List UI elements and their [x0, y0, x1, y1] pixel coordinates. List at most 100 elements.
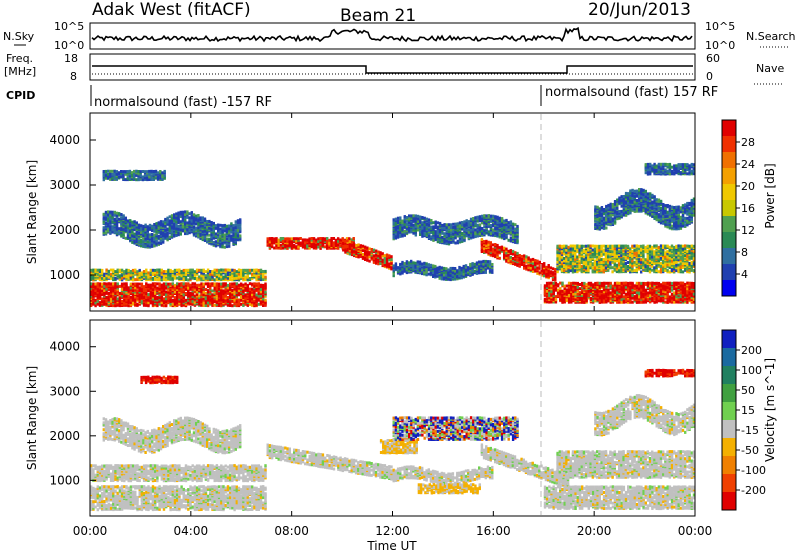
power-cell: [480, 238, 484, 242]
power-cell: [181, 224, 185, 228]
power-cell: [124, 216, 127, 220]
power-cell: [346, 245, 349, 248]
power-cell: [629, 285, 632, 289]
power-cell: [509, 258, 512, 262]
power-cell: [491, 265, 494, 269]
power-cell: [140, 240, 143, 244]
nsearch-tick-top: 10^5: [705, 20, 735, 33]
power-cell: [337, 237, 340, 241]
power-cell: [105, 276, 108, 280]
power-cell: [255, 298, 258, 302]
power-cell: [126, 229, 130, 232]
power-cell: [624, 292, 628, 296]
power-cell: [624, 287, 628, 291]
power-cell: [478, 271, 481, 275]
power-cell: [558, 258, 561, 262]
power-cell: [613, 292, 617, 296]
power-cell: [567, 245, 570, 249]
power-cell: [368, 251, 371, 255]
power-cell: [605, 281, 608, 285]
power-cell: [101, 271, 104, 275]
power-cell: [489, 226, 493, 230]
freq-tick-top: 18: [64, 52, 78, 65]
power-cell: [184, 229, 187, 233]
power-cell: [113, 213, 116, 217]
power-cell: [460, 266, 463, 270]
power-cell: [213, 271, 216, 275]
power-cell: [220, 268, 223, 272]
power-cell: [545, 267, 548, 271]
power-cell: [549, 266, 553, 270]
power-cell: [206, 297, 210, 301]
power-cell: [165, 297, 168, 301]
power-cell: [176, 282, 179, 286]
power-cell: [151, 233, 154, 236]
power-cell: [507, 256, 510, 260]
power-cell: [467, 235, 471, 238]
power-cell: [222, 300, 225, 303]
power-cell: [154, 272, 157, 276]
power-cell: [217, 268, 221, 272]
power-cell: [561, 289, 564, 293]
power-cell: [104, 210, 108, 214]
nave-tick-top: 60: [706, 52, 720, 65]
power-cell: [189, 274, 192, 278]
power-cell: [189, 302, 192, 306]
power-cell: [385, 261, 389, 265]
power-cell: [182, 274, 185, 278]
power-cell: [596, 298, 599, 302]
power-cell: [169, 274, 172, 278]
power-cell: [326, 244, 329, 248]
power-cell: [201, 220, 204, 224]
power-cell: [279, 243, 283, 247]
power-cell: [149, 300, 152, 304]
power-cell: [559, 292, 562, 296]
power-cell: [475, 267, 479, 271]
power-cell: [328, 246, 331, 250]
power-cell: [427, 226, 431, 230]
power-cell: [90, 298, 93, 302]
power-cell: [609, 296, 612, 300]
power-cell: [175, 215, 178, 219]
power-cell: [246, 268, 249, 272]
power-cell: [401, 270, 404, 274]
power-cell: [514, 223, 517, 227]
power-cell: [151, 273, 155, 276]
power-cell: [396, 266, 400, 270]
power-cell: [170, 216, 174, 220]
power-cell: [180, 269, 183, 273]
power-cell: [176, 271, 179, 275]
power-cell: [231, 278, 234, 282]
power-cell: [201, 235, 204, 239]
power-cell: [240, 282, 243, 286]
power-cell: [485, 239, 488, 243]
power-cell: [273, 246, 276, 250]
power-cell: [223, 233, 226, 237]
power-cell: [233, 287, 236, 291]
power-cell: [222, 268, 225, 272]
power-cell: [200, 276, 203, 280]
power-cell: [649, 291, 652, 295]
power-cell: [570, 288, 573, 292]
power-cell: [234, 220, 237, 224]
power-cell: [177, 211, 180, 215]
power-cell: [204, 282, 208, 286]
power-cell: [229, 293, 232, 297]
power-cell: [427, 218, 431, 222]
power-cell: [235, 287, 238, 291]
power-cell: [98, 268, 102, 272]
power-cell: [366, 246, 369, 250]
power-cell: [496, 226, 499, 230]
power-cell: [611, 294, 615, 297]
power-cell: [473, 264, 476, 268]
power-cell: [355, 249, 358, 253]
power-cell: [94, 282, 97, 286]
power-cell: [251, 293, 254, 296]
power-cell: [233, 294, 236, 298]
nave-tick-bottom: 0: [706, 70, 713, 83]
nsearch-label: N.Search: [746, 30, 796, 43]
power-cell: [212, 221, 215, 225]
freq-label-2: [MHz]: [4, 65, 36, 78]
power-cell: [375, 261, 378, 265]
power-cell: [182, 298, 185, 302]
